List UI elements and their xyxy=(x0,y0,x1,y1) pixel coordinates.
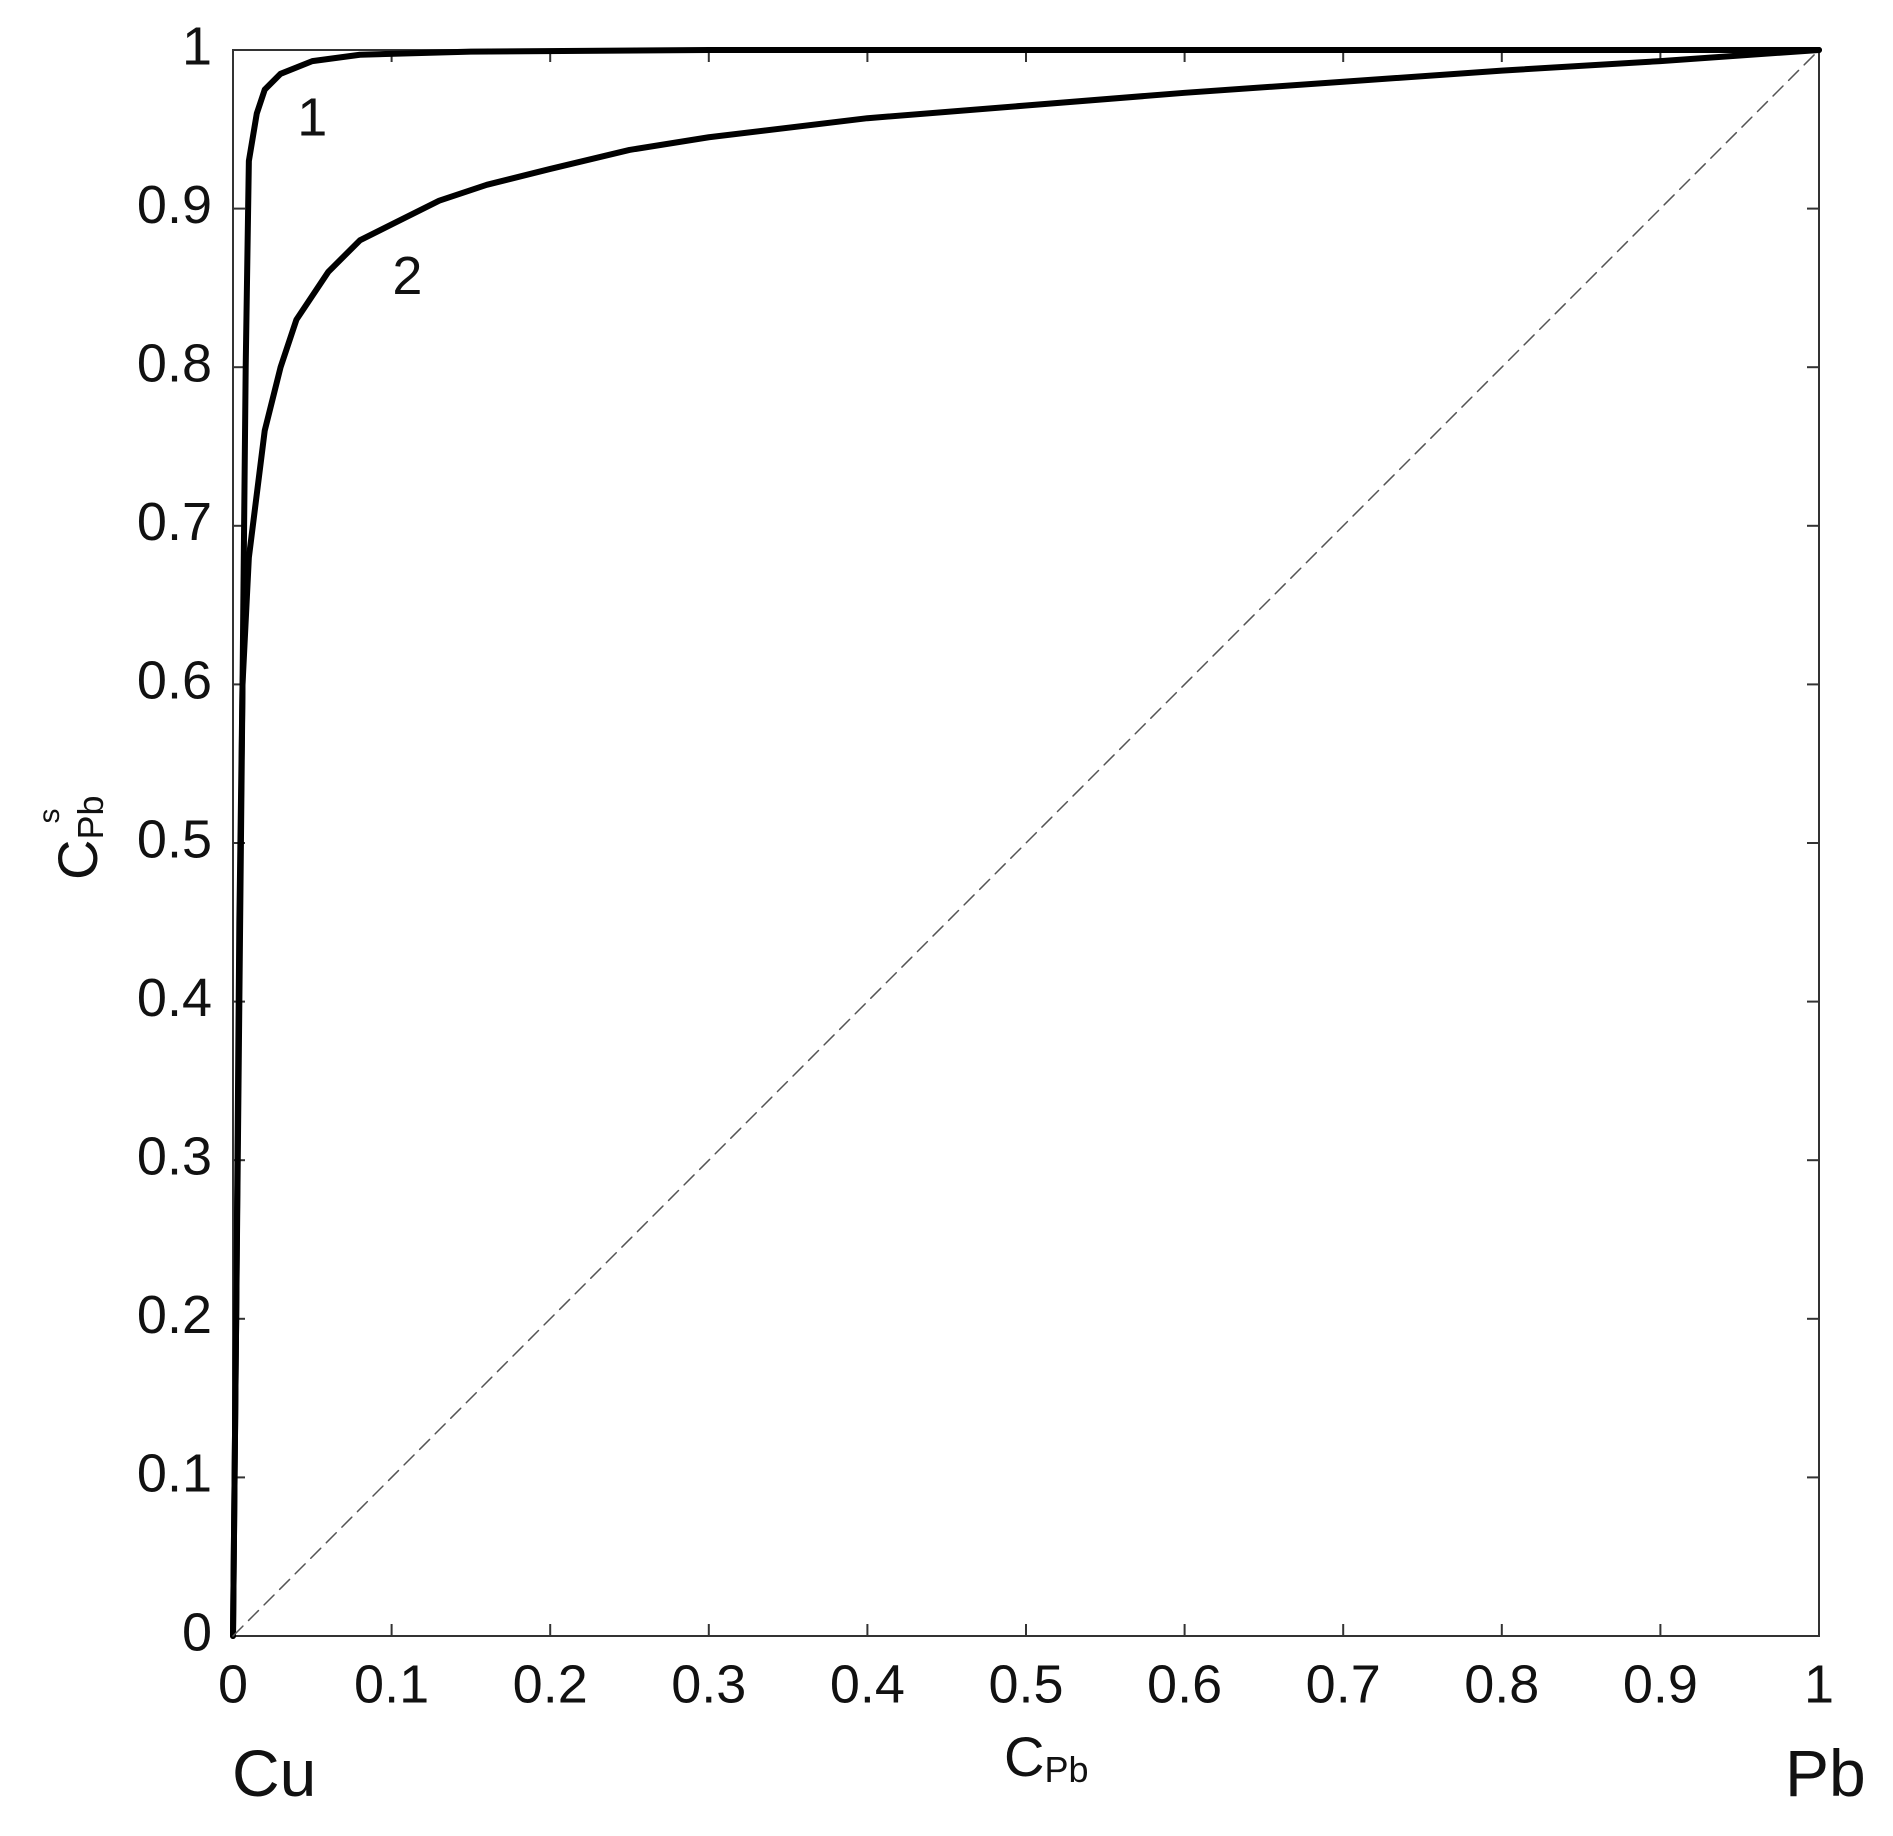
x-tick-label: 1 xyxy=(1804,1654,1834,1714)
left-annotation: Cu xyxy=(232,1736,316,1810)
right-annotation: Pb xyxy=(1785,1736,1866,1810)
x-tick-label: 0.9 xyxy=(1623,1654,1698,1714)
y-tick-label: 0.6 xyxy=(137,651,212,711)
y-tick-label: 0.9 xyxy=(137,175,212,235)
y-tick-label: 0.8 xyxy=(137,333,212,393)
curve xyxy=(230,47,1822,1639)
y-label-main: C xyxy=(46,840,109,880)
x-tick-label: 0.4 xyxy=(830,1654,905,1714)
x-tick-label: 0.6 xyxy=(1147,1654,1222,1714)
y-tick-label: 0.7 xyxy=(137,492,212,552)
x-label-main: C xyxy=(1004,1725,1044,1788)
y-tick-label: 0.1 xyxy=(137,1444,212,1504)
x-axis-label: CPb xyxy=(1004,1725,1089,1790)
x-tick-label: 0.1 xyxy=(354,1654,429,1714)
y-label-sub: Pb xyxy=(70,796,111,840)
curve-label: 2 xyxy=(392,246,422,306)
x-tick-label: 0.5 xyxy=(988,1654,1063,1714)
y-axis-label: CPbs xyxy=(33,796,111,881)
y-tick-label: 1 xyxy=(182,16,212,76)
curve-label: 1 xyxy=(297,88,327,148)
y-tick-label: 0.2 xyxy=(137,1285,212,1345)
y-tick-label: 0 xyxy=(182,1602,212,1662)
x-label-sub: Pb xyxy=(1044,1749,1088,1790)
x-tick-label: 0.8 xyxy=(1464,1654,1539,1714)
x-tick-label: 0 xyxy=(218,1654,248,1714)
x-tick-label: 0.7 xyxy=(1306,1654,1381,1714)
y-tick-label: 0.5 xyxy=(137,809,212,869)
x-tick-label: 0.2 xyxy=(513,1654,588,1714)
y-label-sup: s xyxy=(33,809,66,824)
y-tick-label: 0.3 xyxy=(137,1126,212,1186)
y-tick-label: 0.4 xyxy=(137,968,212,1028)
reference-line xyxy=(232,49,1820,1637)
x-tick-label: 0.3 xyxy=(671,1654,746,1714)
